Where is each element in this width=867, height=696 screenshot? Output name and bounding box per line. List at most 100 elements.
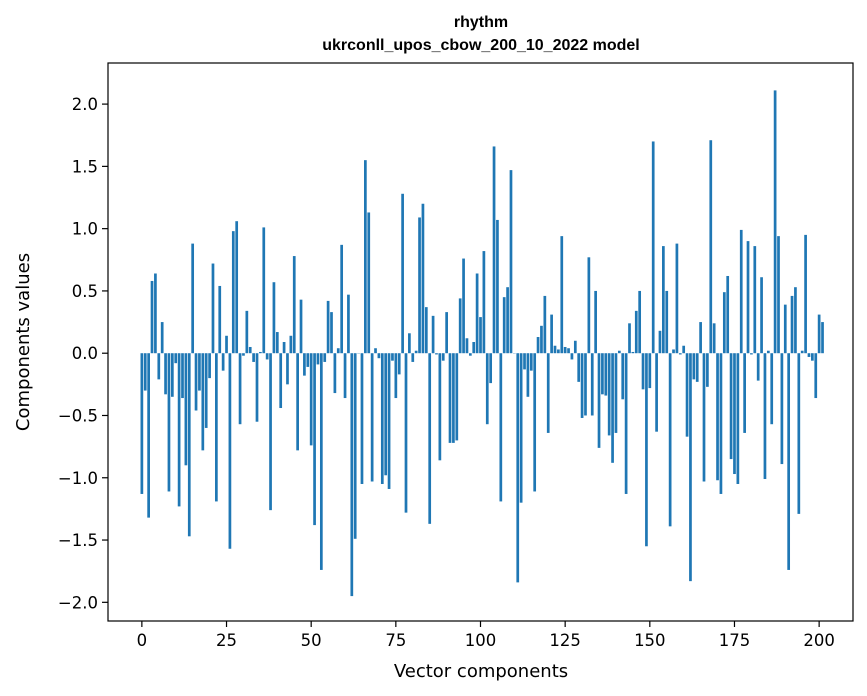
bar-198 bbox=[811, 353, 814, 361]
bar-51 bbox=[313, 353, 316, 526]
bar-97 bbox=[468, 353, 472, 356]
bar-94 bbox=[458, 298, 462, 354]
bar-148 bbox=[641, 353, 645, 390]
y-tick-label: −2.0 bbox=[58, 593, 98, 612]
bar-9 bbox=[170, 353, 174, 397]
bar-161 bbox=[685, 353, 689, 437]
bar-139 bbox=[611, 353, 614, 463]
bar-156 bbox=[668, 353, 672, 527]
bar-68 bbox=[370, 353, 374, 482]
y-tick-label: 0.5 bbox=[72, 282, 98, 301]
bar-104 bbox=[492, 146, 496, 354]
chart-subtitle: ukrconll_upos_cbow_200_10_2022 model bbox=[322, 37, 639, 54]
bar-7 bbox=[164, 353, 167, 395]
y-tick-label: −0.5 bbox=[58, 406, 98, 425]
bar-93 bbox=[455, 353, 459, 441]
bar-31 bbox=[245, 310, 249, 354]
bar-133 bbox=[590, 353, 594, 416]
bar-151 bbox=[651, 141, 655, 354]
bar-55 bbox=[326, 300, 330, 354]
bar-130 bbox=[580, 353, 584, 418]
bar-56 bbox=[330, 312, 333, 354]
bar-85 bbox=[428, 353, 432, 524]
bar-39 bbox=[272, 282, 276, 354]
bar-176 bbox=[736, 353, 740, 484]
bar-154 bbox=[662, 246, 665, 354]
bar-61 bbox=[347, 294, 350, 354]
bar-188 bbox=[777, 236, 780, 354]
bar-20 bbox=[208, 353, 211, 379]
bar-193 bbox=[794, 287, 797, 354]
bar-169 bbox=[712, 323, 716, 354]
bar-172 bbox=[722, 292, 726, 354]
bar-50 bbox=[309, 353, 313, 446]
x-tick-label: 50 bbox=[301, 631, 322, 650]
bar-194 bbox=[797, 353, 801, 514]
bar-72 bbox=[384, 353, 388, 476]
bar-185 bbox=[766, 350, 770, 354]
bar-15 bbox=[191, 243, 195, 354]
bar-127 bbox=[570, 353, 574, 360]
bar-76 bbox=[397, 353, 401, 375]
bar-189 bbox=[780, 353, 784, 465]
chart-title: rhythm bbox=[454, 14, 508, 31]
bar-23 bbox=[218, 285, 222, 354]
bar-163 bbox=[692, 353, 696, 380]
bar-144 bbox=[628, 323, 631, 354]
bar-192 bbox=[790, 295, 794, 354]
bar-52 bbox=[316, 353, 320, 365]
x-tick-label: 175 bbox=[719, 631, 751, 650]
bar-157 bbox=[672, 349, 675, 354]
bar-18 bbox=[201, 353, 205, 451]
bar-138 bbox=[607, 353, 611, 436]
bar-195 bbox=[800, 350, 804, 354]
bar-59 bbox=[340, 244, 344, 354]
bar-123 bbox=[557, 349, 560, 354]
bar-175 bbox=[733, 353, 736, 475]
bar-63 bbox=[353, 353, 357, 539]
bar-6 bbox=[160, 322, 164, 354]
bar-69 bbox=[374, 348, 377, 354]
bar-137 bbox=[604, 353, 608, 396]
bar-82 bbox=[418, 217, 421, 354]
bar-2 bbox=[147, 353, 150, 518]
bar-159 bbox=[678, 353, 682, 355]
bar-47 bbox=[299, 299, 303, 354]
bar-134 bbox=[594, 290, 597, 354]
bar-86 bbox=[431, 315, 435, 354]
bar-200 bbox=[817, 314, 821, 354]
bar-101 bbox=[482, 251, 486, 354]
bar-33 bbox=[252, 353, 255, 362]
bar-135 bbox=[597, 353, 601, 448]
bar-13 bbox=[184, 353, 188, 466]
bar-73 bbox=[387, 353, 391, 489]
bar-99 bbox=[475, 273, 479, 354]
bar-197 bbox=[807, 353, 811, 357]
bar-84 bbox=[424, 307, 428, 354]
bar-108 bbox=[506, 287, 509, 354]
bar-190 bbox=[783, 304, 787, 354]
x-tick-label: 0 bbox=[137, 631, 148, 650]
x-tick-label: 25 bbox=[216, 631, 237, 650]
bar-28 bbox=[235, 221, 239, 354]
bar-126 bbox=[567, 348, 570, 354]
bar-70 bbox=[377, 353, 381, 359]
bar-201 bbox=[821, 322, 824, 354]
bar-35 bbox=[259, 351, 262, 354]
bar-0 bbox=[140, 353, 144, 494]
bar-174 bbox=[729, 353, 733, 460]
bar-34 bbox=[255, 353, 259, 422]
bar-81 bbox=[414, 350, 418, 354]
y-tick-label: 1.0 bbox=[72, 220, 98, 239]
bar-179 bbox=[746, 241, 750, 354]
bar-117 bbox=[536, 337, 540, 354]
bar-57 bbox=[333, 353, 337, 394]
bar-131 bbox=[584, 353, 587, 416]
bar-196 bbox=[804, 234, 807, 354]
bar-11 bbox=[177, 353, 181, 507]
bar-95 bbox=[462, 258, 465, 354]
bar-141 bbox=[617, 350, 621, 354]
bar-10 bbox=[174, 353, 178, 364]
bar-91 bbox=[448, 353, 452, 443]
bar-119 bbox=[543, 295, 547, 354]
